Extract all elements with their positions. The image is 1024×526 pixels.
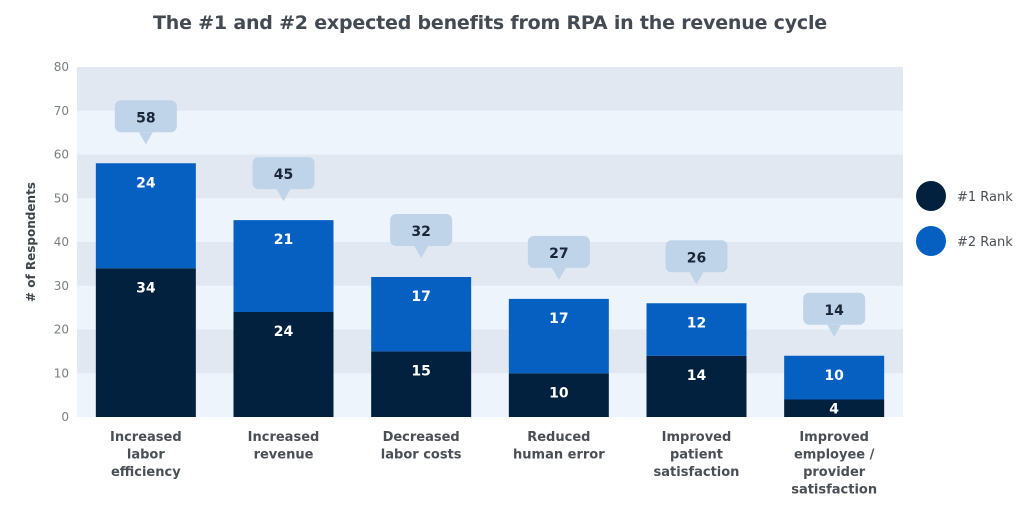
- y-tick-label: 50: [54, 191, 69, 205]
- chart-title: The #1 and #2 expected benefits from RPA…: [152, 12, 827, 34]
- bar-value-label: 17: [549, 311, 568, 327]
- x-category-label-line: Improved: [799, 430, 869, 445]
- bar-rank2: [508, 298, 609, 374]
- y-tick-label: 80: [54, 60, 69, 74]
- y-axis-label: # of Respondents: [24, 182, 38, 302]
- x-category-label-line: satisfaction: [791, 483, 877, 498]
- x-category-label-line: efficiency: [111, 465, 181, 480]
- bar-value-label: 14: [687, 368, 707, 384]
- total-callout: [114, 100, 177, 133]
- bar-value-label: 10: [824, 368, 844, 384]
- bar-value-label: 12: [687, 315, 706, 331]
- total-label: 58: [136, 110, 155, 126]
- callout-pointer: [689, 272, 704, 285]
- bar-rank1: [95, 268, 196, 417]
- callout-pointer: [827, 324, 842, 337]
- y-tick-label: 60: [54, 148, 69, 162]
- legend: #1 Rank #2 Rank: [916, 181, 1013, 256]
- grid-band: [77, 110, 903, 155]
- total-label: 26: [687, 250, 706, 266]
- bar-value-label: 15: [411, 363, 430, 379]
- bar-value-label: 17: [411, 289, 430, 305]
- grid-band: [77, 329, 903, 374]
- legend-swatch-rank1: [916, 181, 946, 211]
- total-label: 14: [824, 303, 844, 319]
- bar-rank2: [646, 303, 747, 356]
- legend-label: #2 Rank: [957, 235, 1013, 250]
- bar-value-label: 24: [274, 324, 294, 340]
- y-tick-label: 30: [54, 279, 69, 293]
- x-category-label: Increased labor efficiency: [110, 430, 182, 480]
- y-tick-label: 10: [54, 366, 69, 380]
- x-axis: Increased labor efficiency Increased revenue…: [110, 430, 877, 498]
- bar-rank1: [508, 373, 609, 417]
- x-category-label: Improved employee / provider satisfaction: [791, 430, 877, 498]
- grid-band: [77, 285, 903, 330]
- y-tick-label: 20: [54, 323, 69, 337]
- bars: 34 24 58 24 21 45 15 17 32 10 17 27 14 12 26 4 10 14: [95, 100, 885, 417]
- y-tick-label: 40: [54, 235, 69, 249]
- plot-background: [77, 67, 903, 417]
- grid-band: [77, 242, 903, 286]
- bar-rank1: [646, 355, 747, 417]
- x-category-label-line: Increased: [248, 430, 320, 445]
- callout-pointer: [276, 189, 291, 202]
- grid-band: [77, 373, 903, 417]
- bar-rank1: [371, 351, 472, 417]
- bar-rank1: [784, 399, 885, 417]
- legend-label: #1 Rank: [957, 190, 1013, 205]
- bar-rank2: [233, 220, 334, 312]
- callout-pointer: [414, 246, 429, 258]
- bar-rank2: [784, 355, 885, 400]
- x-category-label-line: Reduced: [527, 430, 590, 445]
- x-category-label-line: human error: [513, 448, 605, 463]
- bar-rank1: [233, 312, 334, 417]
- bar-value-label: 10: [549, 385, 569, 401]
- x-category-label-line: labor costs: [381, 448, 462, 463]
- total-callout: [803, 292, 866, 325]
- y-tick-label: 0: [61, 410, 69, 424]
- callout-pointer: [138, 132, 153, 145]
- x-category-label-line: satisfaction: [654, 465, 740, 480]
- total-callout: [390, 214, 453, 246]
- bar-value-label: 4: [829, 401, 839, 417]
- bar-value-label: 34: [136, 280, 156, 296]
- bar-value-label: 24: [136, 175, 156, 191]
- x-category-label: Increased revenue: [248, 430, 320, 463]
- x-category-label-line: provider: [803, 465, 866, 480]
- x-category-label-line: revenue: [254, 448, 314, 463]
- total-callout: [252, 157, 315, 190]
- x-category-label-line: labor: [127, 448, 165, 463]
- x-category-label-line: employee /: [794, 448, 875, 463]
- total-callout: [665, 240, 728, 273]
- grid-band: [77, 198, 903, 242]
- legend-swatch-rank2: [916, 226, 946, 256]
- grid-band: [77, 154, 903, 199]
- x-category-label-line: Decreased: [383, 430, 460, 445]
- x-category-label: Improved patient satisfaction: [654, 430, 740, 480]
- y-axis: 0 10 20 30 40 50 60 70 80: [54, 60, 69, 424]
- y-tick-label: 70: [54, 104, 69, 118]
- x-category-label-line: patient: [670, 448, 723, 463]
- bar-rank2: [371, 277, 472, 352]
- bar-value-label: 21: [274, 232, 293, 248]
- total-label: 45: [274, 167, 293, 183]
- total-label: 32: [411, 224, 430, 240]
- total-label: 27: [549, 246, 568, 262]
- x-category-label-line: Increased: [110, 430, 182, 445]
- x-category-label-line: Improved: [662, 430, 732, 445]
- x-category-label: Reduced human error: [513, 430, 605, 463]
- total-callout: [527, 235, 590, 268]
- grid-band: [77, 67, 903, 111]
- callout-pointer: [551, 267, 566, 280]
- bar-rank2: [95, 163, 196, 269]
- x-category-label: Decreased labor costs: [381, 430, 462, 463]
